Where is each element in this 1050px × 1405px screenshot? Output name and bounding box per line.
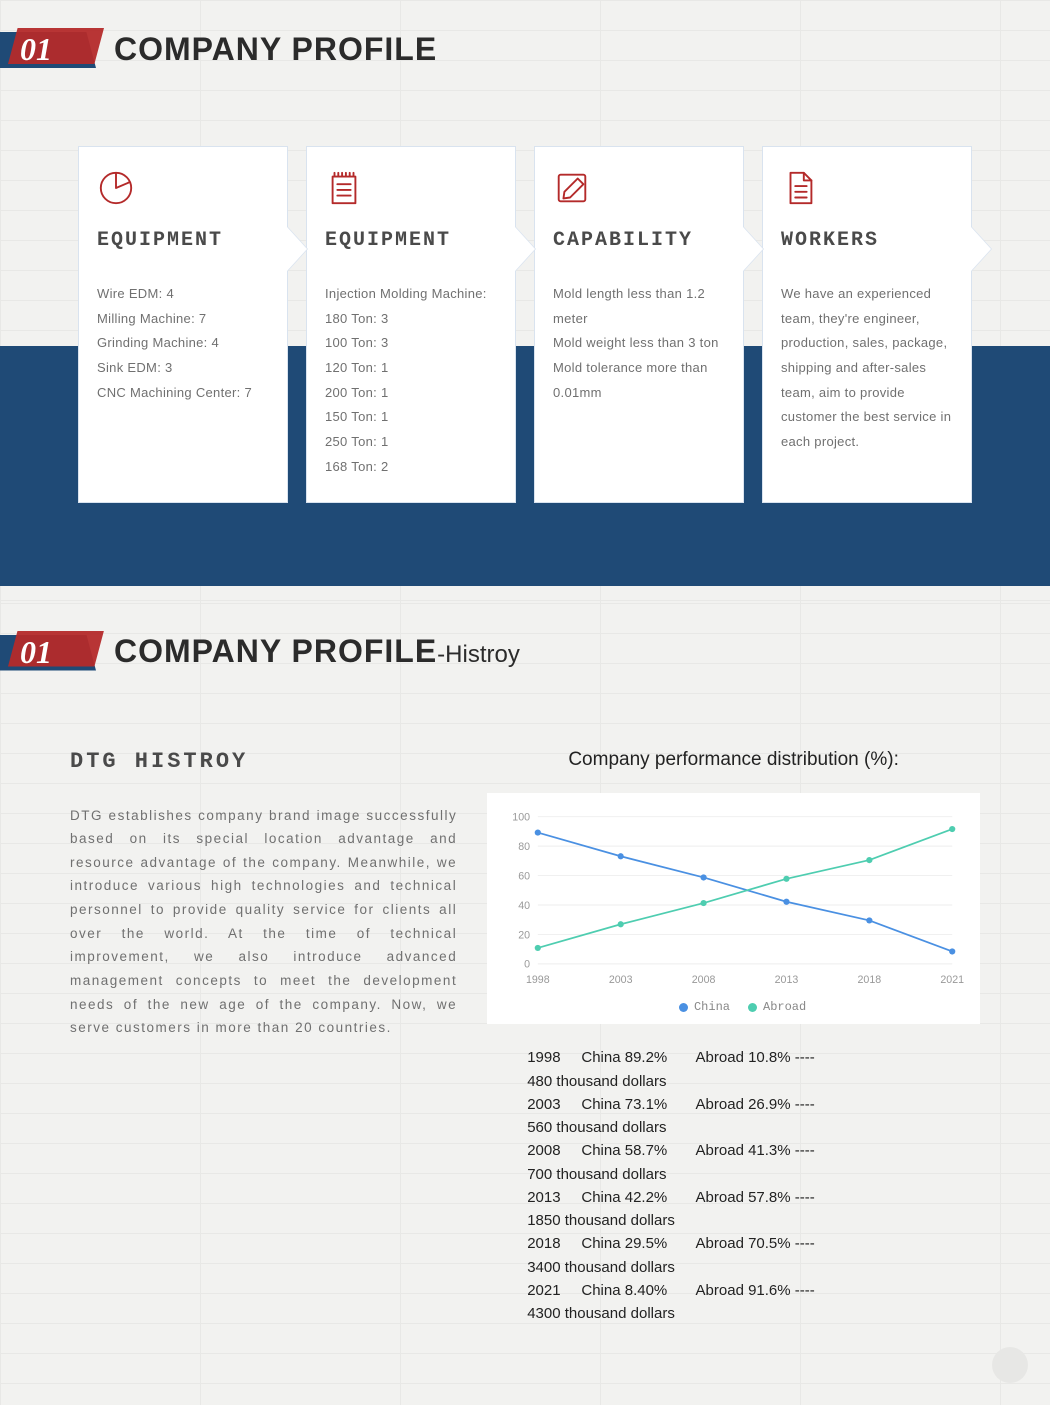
card-line: Sink EDM: 3 [97,356,269,381]
card-line: Injection Molding Machine: [325,282,497,307]
section-number: 01 [20,634,52,671]
card-list: Injection Molding Machine:180 Ton: 3100 … [325,282,497,480]
pencil-square-icon [553,169,591,207]
section-number: 01 [20,31,52,68]
section-badge: 01 [0,28,100,70]
chart-title: Company performance distribution (%): [487,749,980,771]
section-title: COMPANY PROFILE [114,633,437,669]
history-body: DTG establishes company brand image succ… [70,804,457,1040]
svg-text:60: 60 [518,870,530,882]
info-card: EQUIPMENT Wire EDM: 4Milling Machine: 7Gr… [78,146,288,503]
chart-data-lines: 1998 China 89.2% Abroad 10.8% ---- 480 t… [487,1046,980,1325]
card-arrow [287,227,307,271]
data-row: 2003 China 73.1% Abroad 26.9% ---- 560 t… [527,1093,980,1140]
card-line: We have an experienced team, they're eng… [781,282,953,455]
svg-text:2003: 2003 [609,974,633,986]
card-line: 180 Ton: 3 [325,307,497,332]
history-chart-column: Company performance distribution (%): 0 2… [487,749,980,1326]
svg-text:2021: 2021 [941,974,965,986]
performance-chart: 0 20 40 60 80 100 1998 2003 2008 2013 2018 2021 [501,807,966,991]
data-row: 1998 China 89.2% Abroad 10.8% ---- 480 t… [527,1046,980,1093]
card-heading: EQUIPMENT [97,229,269,252]
card-line: CNC Machining Center: 7 [97,381,269,406]
cards-row: EQUIPMENT Wire EDM: 4Milling Machine: 7Gr… [0,146,1050,503]
svg-text:20: 20 [518,929,530,941]
card-line: Wire EDM: 4 [97,282,269,307]
card-arrow [743,227,763,271]
card-line: Mold tolerance more than 0.01mm [553,356,725,405]
card-line: 250 Ton: 1 [325,430,497,455]
info-card: WORKERS We have an experienced team, they… [762,146,972,503]
card-heading: WORKERS [781,229,953,252]
svg-text:40: 40 [518,899,530,911]
section-subtitle: -Histroy [437,641,520,668]
card-line: 200 Ton: 1 [325,381,497,406]
svg-text:0: 0 [524,958,530,970]
chart-box: 0 20 40 60 80 100 1998 2003 2008 2013 2018 2021 Chi… [487,793,980,1025]
svg-text:100: 100 [513,811,531,823]
data-row: 2021 China 8.40% Abroad 91.6% ---- 4300 … [527,1279,980,1326]
svg-text:2013: 2013 [775,974,799,986]
card-line: 120 Ton: 1 [325,356,497,381]
pie-icon [97,169,135,207]
svg-text:80: 80 [518,840,530,852]
card-line: 100 Ton: 3 [325,331,497,356]
section-badge: 01 [0,631,100,673]
info-card: EQUIPMENT Injection Molding Machine:180 T… [306,146,516,503]
data-row: 2013 China 42.2% Abroad 57.8% ---- 1850 … [527,1186,980,1233]
chart-legend: China Abroad [501,1000,966,1014]
section-heading: 01 COMPANY PROFILE [0,0,1050,86]
scroll-top-button[interactable] [992,1347,1028,1383]
data-row: 2008 China 58.7% Abroad 41.3% ---- 700 t… [527,1139,980,1186]
card-arrow [971,227,991,271]
history-text-column: DTG HISTROY DTG establishes company bran… [70,749,457,1326]
card-list: Wire EDM: 4Milling Machine: 7Grinding Ma… [97,282,269,405]
data-row: 2018 China 29.5% Abroad 70.5% ---- 3400 … [527,1232,980,1279]
svg-text:2008: 2008 [692,974,716,986]
doc-lines-icon [781,169,819,207]
card-line: Mold length less than 1.2 meter [553,282,725,331]
info-card: CAPABILITY Mold length less than 1.2 mete… [534,146,744,503]
card-line: Mold weight less than 3 ton [553,331,725,356]
section-title: COMPANY PROFILE [114,31,437,68]
card-heading: EQUIPMENT [325,229,497,252]
card-list: We have an experienced team, they're eng… [781,282,953,455]
card-arrow [515,227,535,271]
history-heading: DTG HISTROY [70,749,457,774]
card-heading: CAPABILITY [553,229,725,252]
card-line: Grinding Machine: 4 [97,331,269,356]
svg-text:1998: 1998 [526,974,550,986]
svg-text:2018: 2018 [858,974,882,986]
section-heading: 01 COMPANY PROFILE-Histroy [0,603,1050,689]
card-line: Milling Machine: 7 [97,307,269,332]
legend-label: Abroad [763,1000,806,1014]
card-line: 150 Ton: 1 [325,405,497,430]
notepad-icon [325,169,363,207]
card-list: Mold length less than 1.2 meterMold weig… [553,282,725,405]
card-line: 168 Ton: 2 [325,455,497,480]
legend-label: China [694,1000,730,1014]
